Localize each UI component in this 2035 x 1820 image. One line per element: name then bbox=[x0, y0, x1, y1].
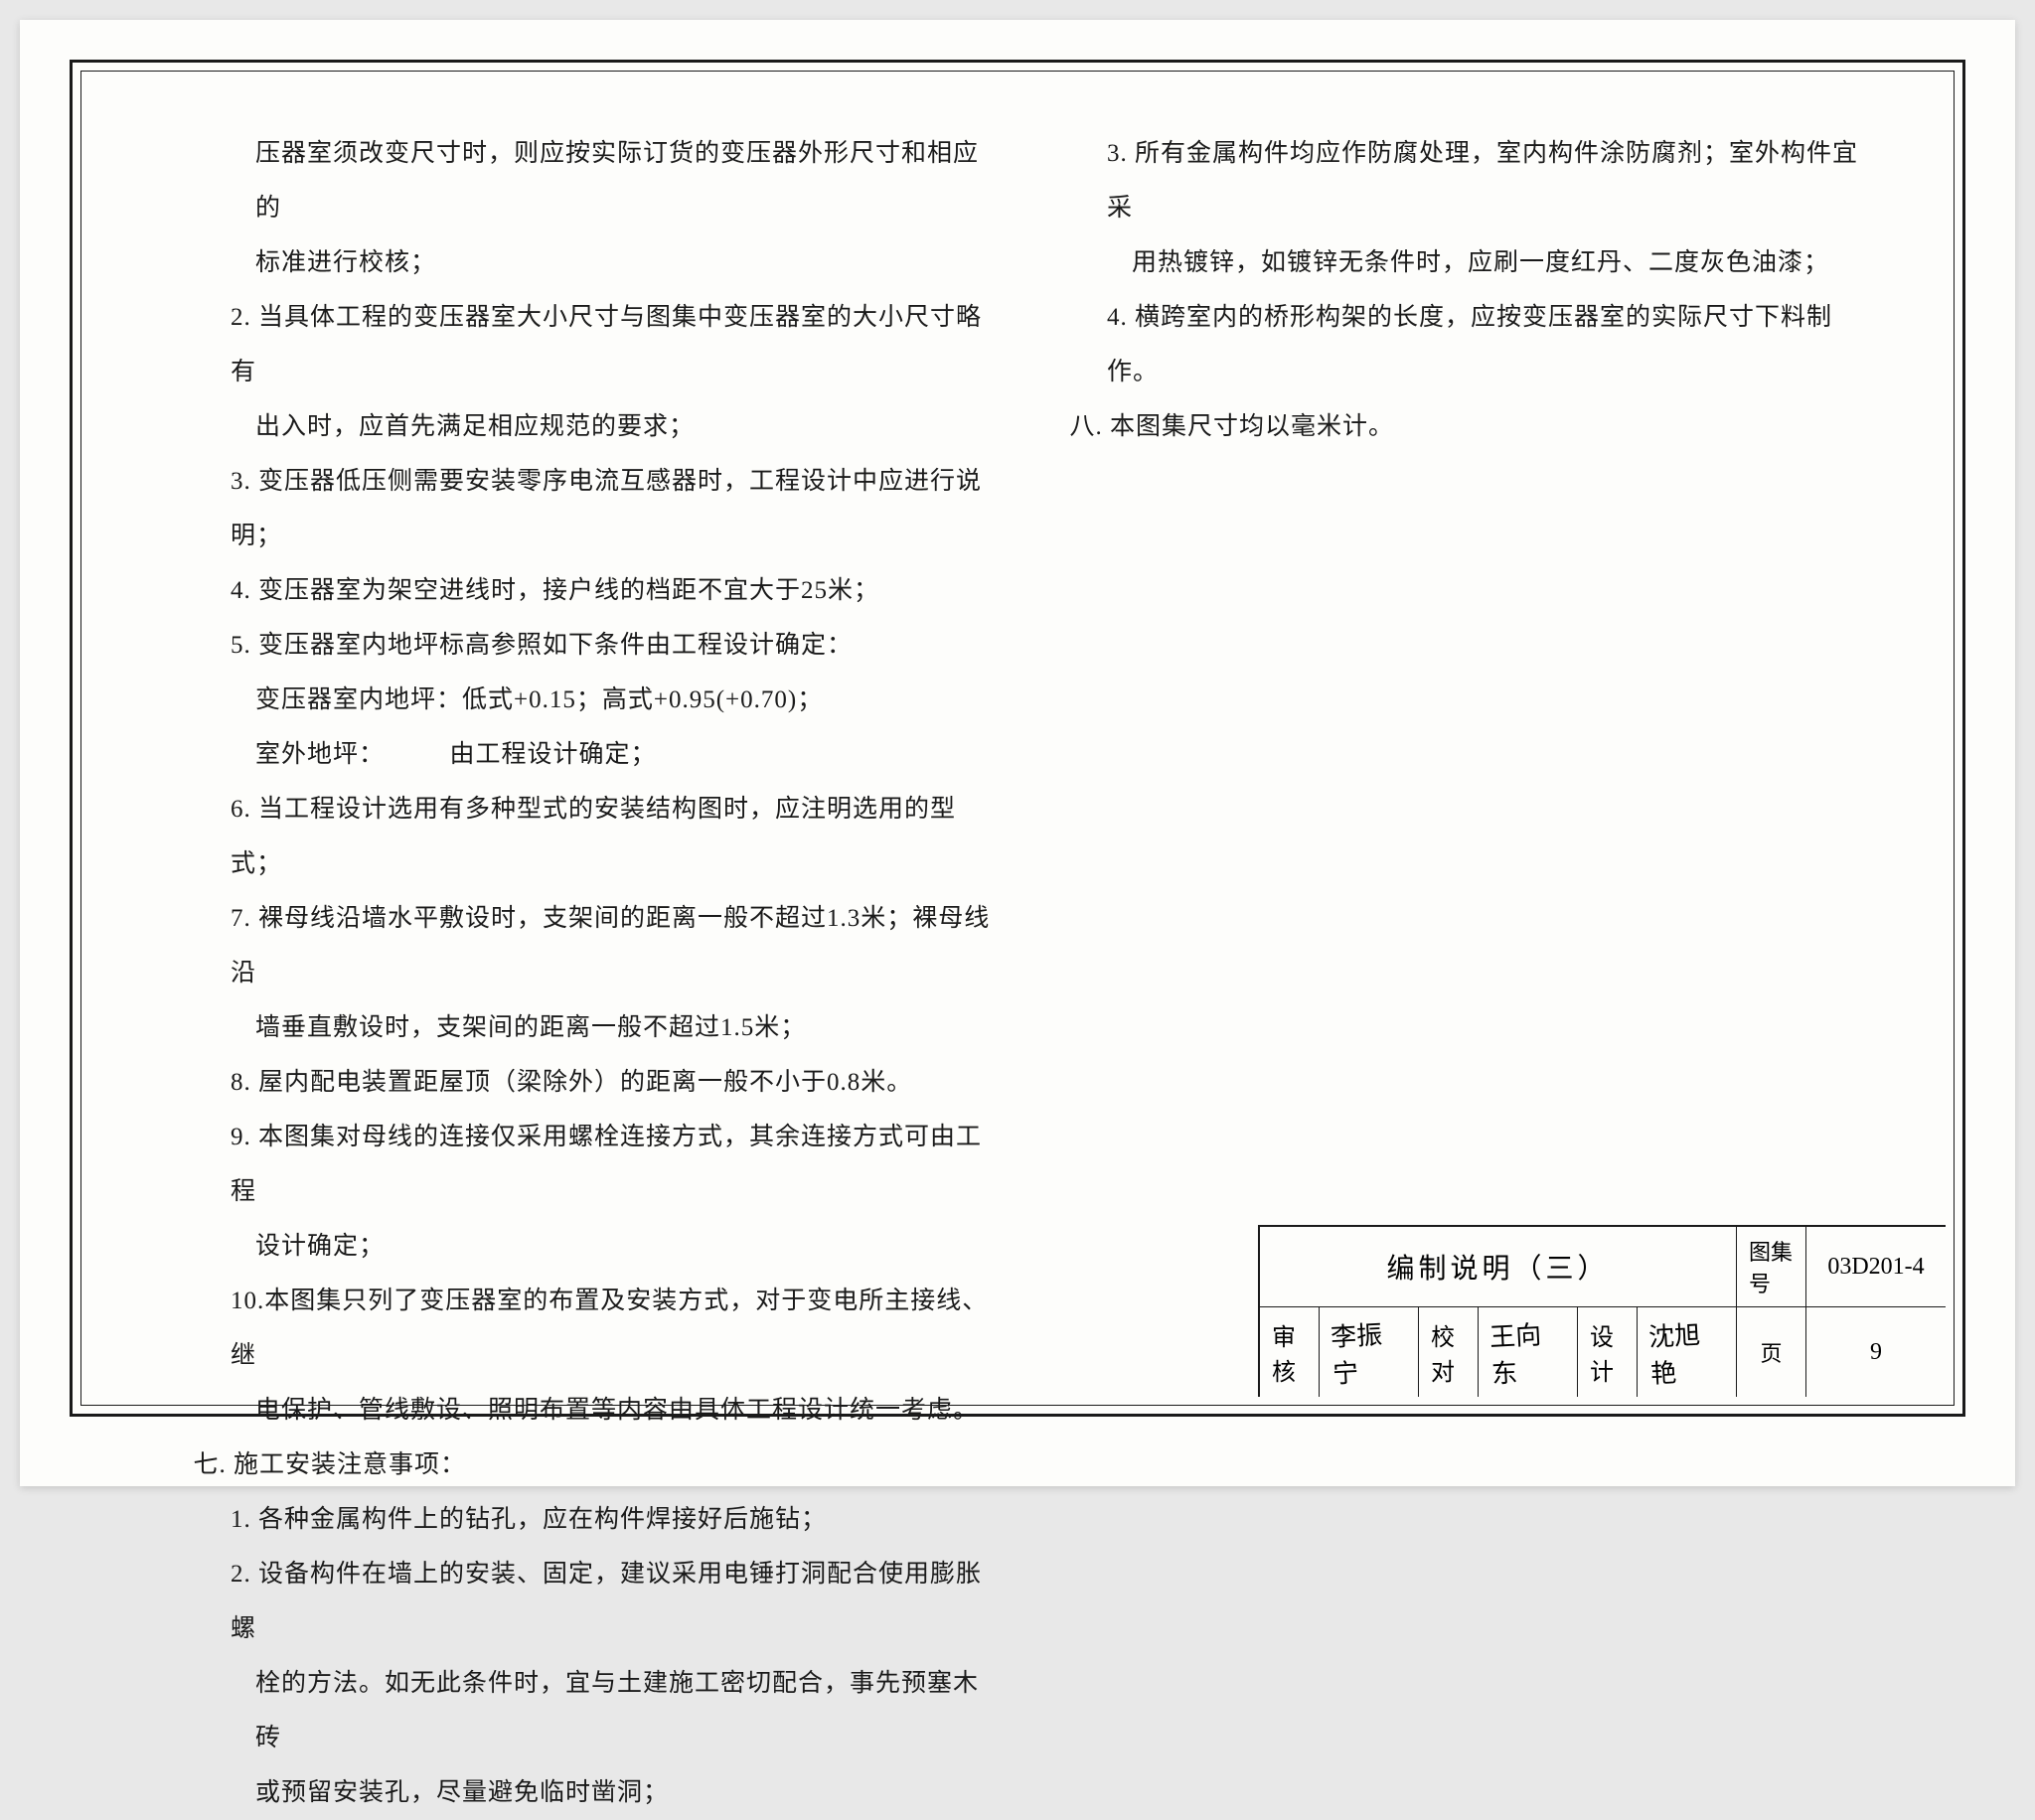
body-content: 压器室须改变尺寸时，则应按实际订货的变压器外形尺寸和相应的标准进行校核；2. 当… bbox=[181, 126, 1874, 1820]
text-line: 八. 本图集尺寸均以毫米计。 bbox=[1057, 399, 1874, 454]
text-line: 电保护、管线敷设、照明布置等内容由具体工程设计统一考虑。 bbox=[181, 1383, 998, 1438]
text-line: 1. 各种金属构件上的钻孔，应在构件焊接好后施钻； bbox=[181, 1492, 998, 1547]
text-line: 6. 当工程设计选用有多种型式的安装结构图时，应注明选用的型式； bbox=[181, 782, 998, 891]
text-line: 9. 本图集对母线的连接仅采用螺栓连接方式，其余连接方式可由工程 bbox=[181, 1110, 998, 1219]
check-label: 校对 bbox=[1419, 1307, 1479, 1397]
text-line: 10.本图集只列了变压器室的布置及安装方式，对于变电所主接线、继 bbox=[181, 1274, 998, 1383]
check-signature: 王向东 bbox=[1479, 1307, 1578, 1397]
outer-frame: 压器室须改变尺寸时，则应按实际订货的变压器外形尺寸和相应的标准进行校核；2. 当… bbox=[70, 60, 1965, 1417]
text-line: 4. 变压器室为架空进线时，接户线的档距不宜大于25米； bbox=[181, 563, 998, 618]
text-line: 栓的方法。如无此条件时，宜与土建施工密切配合，事先预塞木砖 bbox=[181, 1656, 998, 1765]
document-page: 压器室须改变尺寸时，则应按实际订货的变压器外形尺寸和相应的标准进行校核；2. 当… bbox=[20, 20, 2015, 1486]
titleblock-row-2: 审核 李振宁 校对 王向东 设计 沈旭艳 页 9 bbox=[1260, 1307, 1946, 1397]
text-line: 墙垂直敷设时，支架间的距离一般不超过1.5米； bbox=[181, 1000, 998, 1055]
text-line: 7. 裸母线沿墙水平敷设时，支架间的距离一般不超过1.3米；裸母线沿 bbox=[181, 891, 998, 1000]
text-line: 5. 变压器室内地坪标高参照如下条件由工程设计确定： bbox=[181, 618, 998, 673]
design-signature: 沈旭艳 bbox=[1638, 1307, 1737, 1397]
text-line: 4. 横跨室内的桥形构架的长度，应按变压器室的实际尺寸下料制作。 bbox=[1057, 290, 1874, 399]
text-line: 七. 施工安装注意事项： bbox=[181, 1438, 998, 1492]
text-line: 或预留安装孔，尽量避免临时凿洞； bbox=[181, 1765, 998, 1820]
text-line: 压器室须改变尺寸时，则应按实际订货的变压器外形尺寸和相应的 bbox=[181, 126, 998, 235]
drawing-set-label: 图集号 bbox=[1737, 1227, 1806, 1306]
page-label: 页 bbox=[1737, 1307, 1806, 1397]
page-number: 9 bbox=[1806, 1307, 1946, 1397]
review-label: 审核 bbox=[1260, 1307, 1320, 1397]
text-line: 设计确定； bbox=[181, 1219, 998, 1274]
title-block: 编制说明（三） 图集号 03D201-4 审核 李振宁 校对 王向东 设计 沈旭… bbox=[1258, 1225, 1946, 1397]
drawing-set-value: 03D201-4 bbox=[1806, 1227, 1946, 1306]
text-line: 2. 设备构件在墙上的安装、固定，建议采用电锤打洞配合使用膨胀螺 bbox=[181, 1547, 998, 1656]
text-line: 3. 变压器低压侧需要安装零序电流互感器时，工程设计中应进行说明； bbox=[181, 454, 998, 563]
text-line: 标准进行校核； bbox=[181, 235, 998, 290]
text-line: 2. 当具体工程的变压器室大小尺寸与图集中变压器室的大小尺寸略有 bbox=[181, 290, 998, 399]
right-column: 3. 所有金属构件均应作防腐处理，室内构件涂防腐剂；室外构件宜采用热镀锌，如镀锌… bbox=[1057, 126, 1874, 1820]
text-line: 室外地坪： 由工程设计确定； bbox=[181, 727, 998, 782]
titleblock-row-1: 编制说明（三） 图集号 03D201-4 bbox=[1260, 1227, 1946, 1307]
text-line: 变压器室内地坪：低式+0.15；高式+0.95(+0.70)； bbox=[181, 673, 998, 727]
review-signature: 李振宁 bbox=[1320, 1307, 1419, 1397]
text-line: 用热镀锌，如镀锌无条件时，应刷一度红丹、二度灰色油漆； bbox=[1057, 235, 1874, 290]
inner-frame: 压器室须改变尺寸时，则应按实际订货的变压器外形尺寸和相应的标准进行校核；2. 当… bbox=[80, 71, 1955, 1406]
design-label: 设计 bbox=[1578, 1307, 1638, 1397]
drawing-title: 编制说明（三） bbox=[1260, 1227, 1737, 1306]
text-line: 3. 所有金属构件均应作防腐处理，室内构件涂防腐剂；室外构件宜采 bbox=[1057, 126, 1874, 235]
text-line: 8. 屋内配电装置距屋顶（梁除外）的距离一般不小于0.8米。 bbox=[181, 1055, 998, 1110]
left-column: 压器室须改变尺寸时，则应按实际订货的变压器外形尺寸和相应的标准进行校核；2. 当… bbox=[181, 126, 998, 1820]
text-line: 出入时，应首先满足相应规范的要求； bbox=[181, 399, 998, 454]
